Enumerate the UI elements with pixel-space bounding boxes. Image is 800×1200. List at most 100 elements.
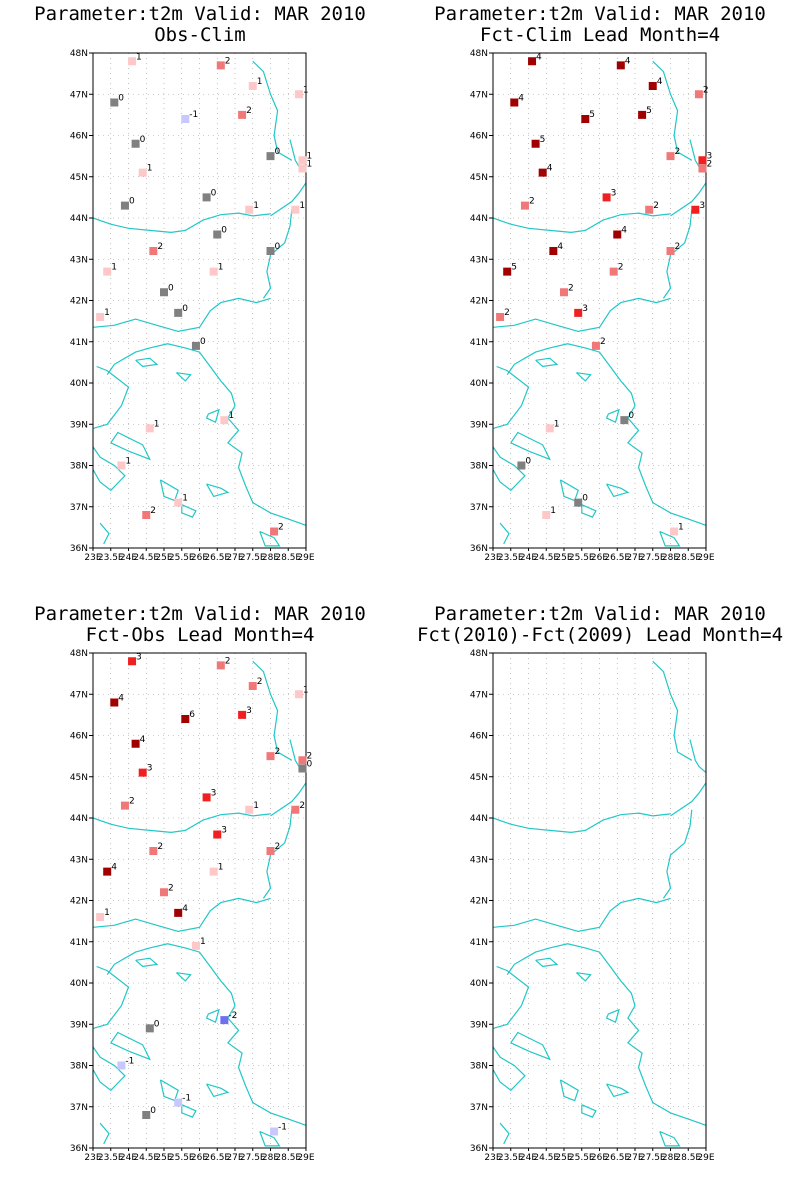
station-value-label: -1	[182, 1094, 191, 1104]
coastline	[535, 357, 559, 368]
lat-tick-label: 36N	[470, 1144, 488, 1154]
station-marker	[145, 1024, 154, 1033]
lon-tick-label: 27.5E	[240, 553, 266, 563]
lon-tick-label: 26E	[591, 553, 608, 563]
station-marker	[666, 247, 675, 255]
station-marker	[120, 201, 129, 210]
lon-tick-label: 26E	[591, 1153, 608, 1163]
coastline	[652, 660, 693, 761]
station-value-label: 5	[589, 110, 595, 120]
coastline	[205, 1008, 220, 1024]
station-value-label: 1	[218, 263, 224, 273]
station-value-label: 2	[504, 308, 510, 318]
lon-tick-label: 28.5E	[675, 1153, 701, 1163]
station-value-label: 1	[228, 411, 234, 421]
lon-tick-label: 26.5E	[604, 553, 630, 563]
coastline	[606, 483, 630, 498]
lat-tick-label: 40N	[470, 979, 488, 989]
station-value-label: 2	[257, 677, 263, 687]
station-marker	[298, 756, 307, 765]
station-marker	[298, 764, 307, 773]
station-marker	[216, 661, 225, 670]
station-marker	[245, 205, 254, 214]
map-plot: 36N 37N 38N 39N 40N 41N 42N 43N 44N 45N 46N 47N 48N 2…	[70, 649, 315, 1163]
coastline	[492, 965, 530, 1029]
station-marker	[694, 90, 703, 99]
station-value-label: 1	[253, 801, 259, 811]
station-value-label: 1	[257, 77, 263, 87]
lon-tick-label: 23.5E	[498, 553, 524, 563]
lon-tick-label: 25E	[555, 553, 572, 563]
lon-tick-label: 27.5E	[640, 1153, 666, 1163]
coastline	[270, 182, 307, 217]
lon-tick-label: 24E	[520, 1153, 537, 1163]
station-value-label: 0	[582, 494, 588, 504]
coastline	[159, 479, 179, 502]
lon-tick-label: 28E	[662, 553, 679, 563]
coastline	[110, 1031, 152, 1061]
station-value-label: 2	[703, 85, 709, 95]
lat-tick-label: 45N	[70, 173, 88, 183]
lat-tick-label: 41N	[470, 338, 488, 348]
lat-tick-label: 44N	[70, 214, 88, 224]
lat-tick-label: 43N	[470, 255, 488, 265]
station-value-label: 2	[129, 797, 135, 807]
station-marker	[613, 230, 622, 239]
lat-tick-label: 46N	[70, 132, 88, 142]
station-value-label: -2	[228, 1011, 237, 1021]
station-value-label: -1	[278, 1123, 287, 1133]
station-marker	[291, 205, 300, 214]
lon-tick-label: 27E	[226, 553, 243, 563]
lat-tick-label: 37N	[470, 503, 488, 513]
station-marker	[560, 288, 568, 297]
lat-tick-label: 47N	[70, 90, 88, 100]
coastline	[181, 504, 197, 518]
station-value-label: 1	[111, 263, 117, 273]
station-marker	[128, 657, 137, 666]
station-marker	[138, 768, 147, 777]
station-marker	[216, 61, 225, 70]
station-marker	[191, 341, 200, 350]
station-marker	[138, 168, 147, 177]
station-value-label: 4	[621, 226, 627, 236]
coastline	[535, 957, 559, 968]
station-value-label: 0	[182, 304, 188, 314]
coastline	[506, 343, 707, 526]
station-value-label: 2	[675, 147, 681, 157]
station-marker	[209, 267, 218, 276]
lon-tick-label: 24E	[120, 1153, 137, 1163]
lat-tick-label: 46N	[470, 132, 488, 142]
station-marker	[294, 690, 303, 699]
station-marker	[117, 1061, 126, 1070]
lat-tick-label: 47N	[70, 690, 88, 700]
lat-tick-label: 45N	[470, 773, 488, 783]
station-value-label: 0	[525, 457, 531, 467]
station-value-label: 2	[225, 56, 231, 66]
lon-tick-label: 28E	[262, 1153, 279, 1163]
station-value-label: 1	[303, 685, 309, 695]
station-value-label: 1	[125, 457, 131, 467]
lon-tick-label: 25.5E	[169, 1153, 195, 1163]
station-marker	[574, 308, 583, 317]
coastline	[252, 660, 293, 761]
lat-tick-label: 39N	[70, 420, 88, 430]
lat-tick-label: 42N	[70, 897, 88, 907]
map-panel-fct-clim: Parameter:t2m Valid: MAR 2010 Fct-Clim L…	[400, 0, 800, 600]
coastline	[135, 957, 159, 968]
station-value-label: 1	[182, 494, 188, 504]
lat-tick-label: 44N	[70, 814, 88, 824]
station-marker	[110, 698, 119, 707]
coastline	[206, 483, 230, 498]
station-value-label: 1	[303, 85, 309, 95]
station-value-label: 1	[253, 201, 259, 211]
coastline	[110, 431, 152, 461]
station-marker	[298, 164, 307, 173]
station-value-label: 5	[646, 106, 652, 116]
station-value-label: 1	[104, 308, 110, 318]
map-title: Parameter:t2m Valid: MAR 2010	[34, 603, 366, 625]
map-plot: 36N 37N 38N 39N 40N 41N 42N 43N 44N 45N 46N 47N 48N 2…	[470, 649, 715, 1163]
station-value-label: 3	[221, 826, 227, 836]
coastline	[605, 408, 620, 424]
lat-tick-label: 41N	[70, 938, 88, 948]
coastline	[181, 1104, 197, 1118]
